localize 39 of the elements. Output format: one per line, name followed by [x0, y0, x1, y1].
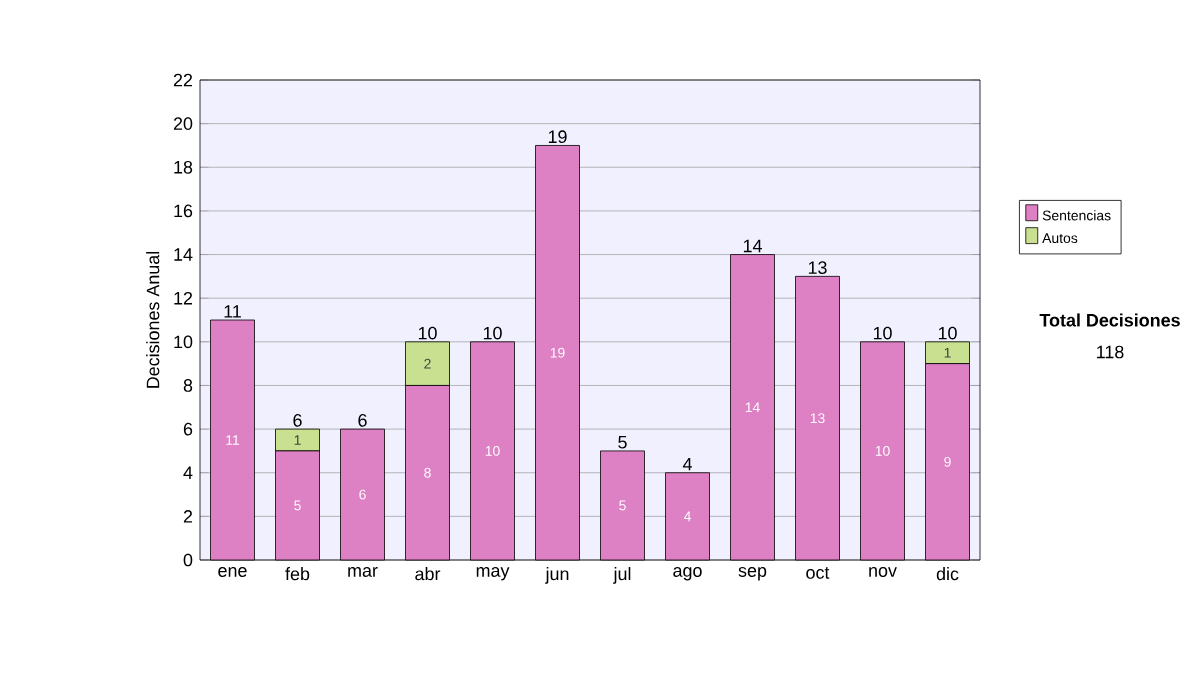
x-tick-label: dic — [936, 567, 959, 581]
y-tick-label: 16 — [174, 204, 193, 218]
x-tick-label: oct — [806, 567, 830, 579]
total-label: 6 — [358, 413, 367, 427]
y-tick-label: 0 — [183, 553, 193, 567]
total-label: 10 — [938, 326, 957, 340]
total-label: 14 — [743, 239, 762, 253]
total-label: 13 — [808, 261, 827, 274]
text: 118 — [1097, 345, 1124, 359]
x-tick-label: may — [476, 567, 510, 581]
y-tick-label: 2 — [183, 510, 193, 523]
y-tick-label: 12 — [174, 291, 193, 305]
y-tick-label: 20 — [173, 117, 193, 130]
x-tick-label: mar — [348, 567, 378, 577]
x-tick-label: sep — [738, 567, 767, 581]
total-label: 5 — [618, 435, 627, 449]
total-label: 10 — [873, 326, 892, 340]
y-tick-label: 4 — [183, 466, 193, 479]
total-label: 11 — [224, 305, 241, 318]
y-tick-label: 8 — [183, 379, 193, 392]
x-tick-label: feb — [285, 567, 310, 581]
x-tick-label: abr — [415, 567, 441, 581]
y-tick-label: 18 — [174, 160, 193, 174]
total-label: 10 — [483, 326, 502, 340]
x-tick-label: ago — [673, 567, 702, 581]
text: Total Decisiones — [1039, 313, 1180, 327]
x-tick-label: jun — [545, 567, 569, 584]
x-tick-label: nov — [869, 567, 897, 577]
y-tick-label: 10 — [174, 335, 193, 349]
y-tick-label: 14 — [174, 248, 193, 261]
y-axis-title: Decisiones Anual — [146, 251, 160, 388]
x-tick-label: ene — [218, 567, 247, 577]
total-label: 10 — [418, 326, 437, 340]
total-label: 19 — [548, 130, 567, 144]
total-label: 6 — [293, 413, 302, 427]
y-tick-label: 6 — [183, 422, 193, 436]
y-tick-label: 22 — [173, 73, 193, 87]
total-label: 4 — [682, 457, 692, 471]
x-tick-label: jul — [613, 567, 631, 584]
